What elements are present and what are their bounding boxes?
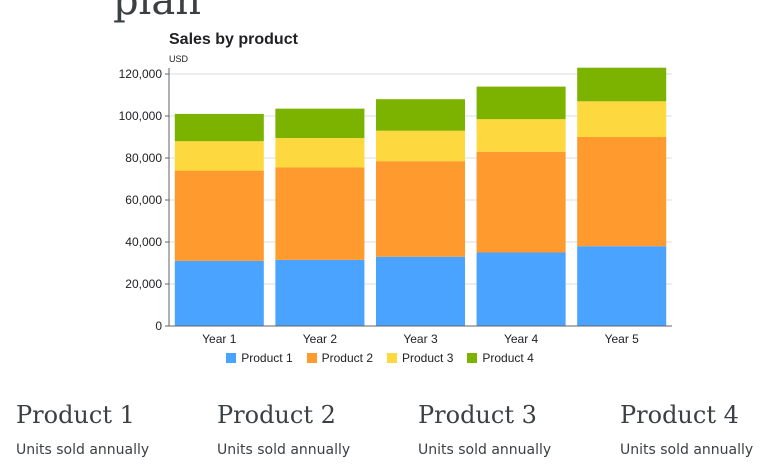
bar-segment-product-3 <box>275 138 365 168</box>
y-tick-label: 0 <box>155 319 162 333</box>
bar-segment-product-1 <box>275 259 365 326</box>
legend-item: Product 2 <box>306 351 373 365</box>
legend-swatch <box>226 353 237 363</box>
product-card-3: Product 3 Units sold annually <box>418 398 608 458</box>
product-subtitle: Units sold annually <box>418 442 552 458</box>
y-tick-label: 100,000 <box>119 109 163 123</box>
bar-segment-product-1 <box>577 246 667 326</box>
legend-label: Product 4 <box>482 351 534 365</box>
product-name: Product 3 <box>418 401 537 429</box>
product-subtitle: Units sold annually <box>217 442 351 458</box>
product-card-1: Product 1 Units sold annually <box>16 398 206 458</box>
bars <box>174 67 667 326</box>
bar-segment-product-1 <box>476 252 566 326</box>
y-tick-label: 120,000 <box>119 67 163 81</box>
product-subtitle: Units sold annually <box>16 442 150 458</box>
product-subtitle: Units sold annually <box>620 442 754 458</box>
legend-label: Product 2 <box>321 351 373 365</box>
product-name: Product 1 <box>16 401 135 429</box>
axes <box>165 68 672 327</box>
legend-item: Product 3 <box>387 351 453 365</box>
bar-segment-product-1 <box>174 260 264 326</box>
stacked-bar-chart: 0 20,000 40,000 60,000 80,000 100,000 120,000 Y… <box>119 67 672 346</box>
legend-label: Product 1 <box>241 351 293 365</box>
product-card-2: Product 2 Units sold annually <box>217 398 407 458</box>
bar-segment-product-3 <box>476 119 566 152</box>
bar-segment-product-2 <box>375 161 466 257</box>
bar-segment-product-1 <box>375 256 466 326</box>
legend-item: Product 4 <box>467 351 534 365</box>
legend-swatch <box>387 353 397 363</box>
legend-label: Product 3 <box>402 351 454 365</box>
product-card-4: Product 4 Units sold annually <box>620 398 760 458</box>
product-name: Product 2 <box>217 401 336 429</box>
y-tick-label: 20,000 <box>125 277 162 291</box>
x-tick-label: Year 5 <box>605 332 640 346</box>
y-tick-label: 40,000 <box>125 235 162 249</box>
legend-swatch <box>306 353 317 363</box>
chart-title: Sales by product <box>169 31 298 48</box>
product-name: Product 4 <box>620 401 739 429</box>
bar-segment-product-2 <box>476 151 566 253</box>
bar-segment-product-2 <box>577 137 667 247</box>
bar-segment-product-4 <box>476 86 566 120</box>
bar-segment-product-3 <box>375 130 466 162</box>
bar-segment-product-4 <box>174 113 264 142</box>
bar-segment-product-3 <box>174 141 264 171</box>
y-axis-unit-label: USD <box>169 54 189 64</box>
chart-legend: Product 1 Product 2 Product 3 Product 4 <box>0 350 760 366</box>
page-heading-fragment: plan <box>113 0 202 24</box>
x-tick-label: Year 4 <box>504 332 539 346</box>
x-tick-label: Year 1 <box>202 332 237 346</box>
product-cards: Product 1 Units sold annually Product 2 … <box>0 398 760 475</box>
legend-item: Product 1 <box>226 351 293 365</box>
tick-labels: 0 20,000 40,000 60,000 80,000 100,000 120,000 Y… <box>119 67 640 346</box>
bar-segment-product-3 <box>577 101 667 137</box>
x-tick-label: Year 2 <box>303 332 338 346</box>
bar-segment-product-2 <box>275 167 365 260</box>
bar-segment-product-2 <box>174 170 264 261</box>
bar-segment-product-4 <box>577 67 667 102</box>
y-tick-label: 60,000 <box>125 193 162 207</box>
y-tick-label: 80,000 <box>125 151 162 165</box>
legend-swatch <box>467 353 478 363</box>
bar-segment-product-4 <box>375 99 466 131</box>
x-tick-label: Year 3 <box>403 332 438 346</box>
bar-segment-product-4 <box>275 108 365 139</box>
